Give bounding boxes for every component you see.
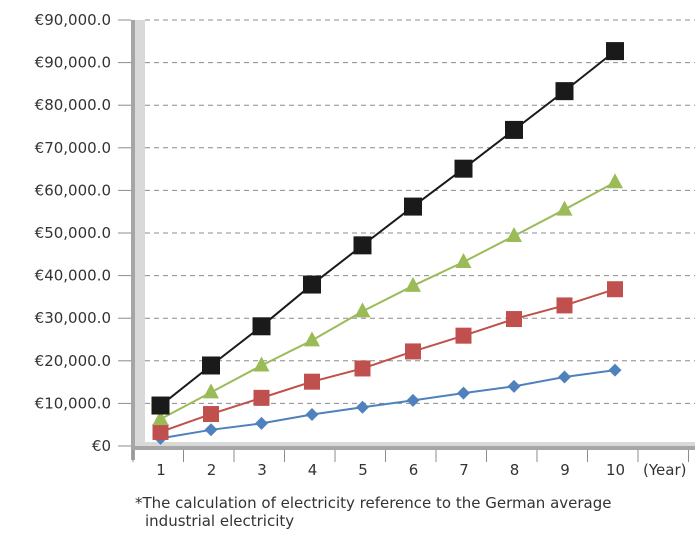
data-point xyxy=(253,356,270,372)
x-tick-label: 10 xyxy=(606,461,625,479)
data-point xyxy=(555,82,574,101)
data-point xyxy=(303,275,321,294)
y-axis-wall-side xyxy=(135,20,145,446)
footnote-line-2: industrial electricity xyxy=(145,512,295,530)
data-point xyxy=(607,173,623,189)
data-point xyxy=(506,226,522,242)
data-point xyxy=(152,423,169,440)
x-tick-label: 9 xyxy=(560,461,570,479)
data-point xyxy=(556,297,573,314)
data-point xyxy=(506,311,522,328)
data-point xyxy=(405,276,421,292)
y-tick-label: €50,000.0 xyxy=(35,224,111,242)
data-point xyxy=(607,281,623,298)
footnote: *The calculation of electricity referenc… xyxy=(135,494,695,530)
series-line xyxy=(160,369,616,440)
data-point xyxy=(203,383,219,399)
series-4 xyxy=(151,42,624,415)
y-tick-label: €90,000.0 xyxy=(35,11,111,29)
data-point xyxy=(455,252,472,268)
y-tick-label: €90,000.0 xyxy=(35,54,111,72)
data-point xyxy=(556,200,573,216)
x-tick-label: 1 xyxy=(156,461,166,479)
axes xyxy=(118,19,695,462)
data-point xyxy=(356,400,369,414)
x-tick-label: 8 xyxy=(510,461,520,479)
data-point xyxy=(255,416,268,430)
y-tick-label: €20,000.0 xyxy=(35,352,111,370)
data-point xyxy=(558,370,571,384)
x-axis-unit-label: (Year) xyxy=(643,461,686,479)
x-axis-floor xyxy=(131,446,695,450)
data-point xyxy=(455,327,472,344)
x-tick-labels: 1 2 3 4 5 6 7 8 9 10 (Year) xyxy=(156,461,686,479)
data-point xyxy=(353,236,372,255)
x-tick-label: 3 xyxy=(257,461,267,479)
data-point xyxy=(304,331,320,347)
series-line xyxy=(160,288,616,433)
data-point xyxy=(204,423,218,437)
x-tick-label: 5 xyxy=(358,461,368,479)
data-point xyxy=(202,356,220,375)
x-axis-floor-top xyxy=(135,442,695,446)
footnote-line-1: *The calculation of electricity referenc… xyxy=(135,494,612,512)
data-point xyxy=(608,363,622,377)
x-tick-label: 7 xyxy=(459,461,469,479)
y-tick-label: €60,000.0 xyxy=(35,181,111,199)
gridlines xyxy=(145,19,695,404)
data-point xyxy=(304,373,320,390)
y-tick-labels: €0 €10,000.0 €20,000.0 €30,000.0 €40,000.0 €5… xyxy=(35,11,111,455)
series-1 xyxy=(154,363,622,445)
y-axis-wall xyxy=(131,20,135,460)
y-tick-label: €40,000.0 xyxy=(35,267,111,285)
data-point xyxy=(507,379,521,393)
data-point xyxy=(606,42,624,61)
data-point xyxy=(253,389,270,406)
data-series xyxy=(151,42,624,445)
data-point xyxy=(354,360,371,377)
data-point xyxy=(252,317,271,336)
x-tick-label: 4 xyxy=(308,461,318,479)
data-point xyxy=(354,302,371,318)
x-tick-label: 2 xyxy=(207,461,217,479)
series-line xyxy=(160,181,616,421)
series-2 xyxy=(152,281,623,440)
data-point xyxy=(203,406,219,423)
y-tick-label: €0 xyxy=(92,437,111,455)
data-point xyxy=(457,386,470,400)
data-point xyxy=(404,197,422,216)
y-tick-label: €10,000.0 xyxy=(35,394,111,412)
y-tick-label: €70,000.0 xyxy=(35,139,111,157)
series-3 xyxy=(152,173,623,426)
data-point xyxy=(405,343,421,360)
data-point xyxy=(505,120,523,139)
y-tick-label: €30,000.0 xyxy=(35,309,111,327)
data-point xyxy=(406,393,420,407)
data-point xyxy=(151,396,170,415)
data-point xyxy=(305,407,319,421)
data-point xyxy=(152,410,169,426)
x-tick-label: 6 xyxy=(409,461,419,479)
series-line xyxy=(159,50,616,407)
y-tick-label: €80,000.0 xyxy=(35,96,111,114)
data-point xyxy=(454,159,473,178)
